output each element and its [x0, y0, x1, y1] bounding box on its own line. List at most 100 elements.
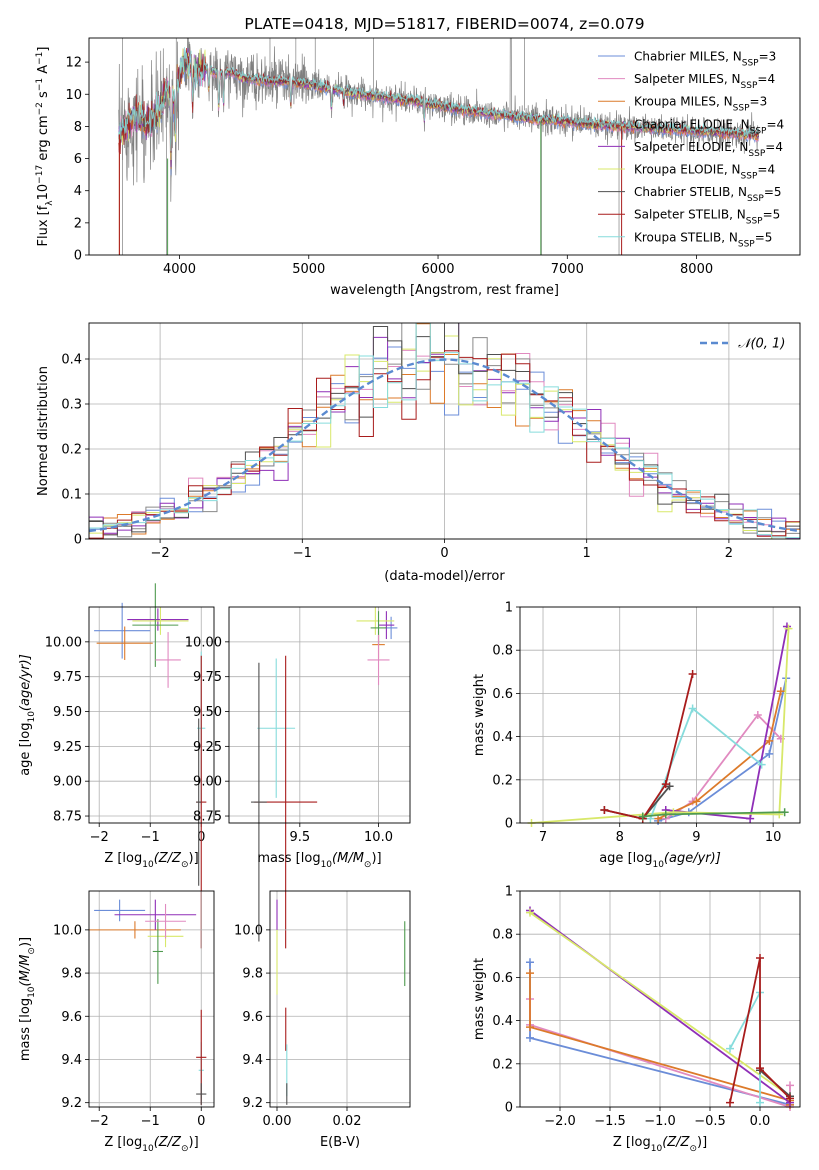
- x-axis-label: Z [log10(Z/Z⊙)]: [104, 1135, 198, 1154]
- axes-frame: [269, 890, 411, 1108]
- axes-age_vs_mass: 9.5 10.0 8.75 9.00 9.25 9.50 9.75 10.00 mass [lo…: [185, 606, 411, 949]
- label-fragment: 10: [27, 986, 37, 998]
- axes-mass_vs_EBV: 0.00 0.02 9.2 9.4 9.6 9.8 10.0 E(B-V): [234, 890, 411, 1150]
- legend-label: Salpeter MILES, NSSP=4: [634, 72, 775, 91]
- weight-marker: [526, 1033, 534, 1042]
- y-tick-label: 9.50: [193, 705, 222, 720]
- weight-marker: [756, 1098, 764, 1107]
- x-tick-label: −1.5: [594, 1114, 626, 1129]
- y-tick-label: 9.4: [61, 1053, 82, 1068]
- x-tick-label: 9: [692, 830, 700, 845]
- x-tick-label: 2: [725, 546, 733, 561]
- label-fragment: s: [36, 91, 51, 102]
- y-tick-label: 9.75: [53, 670, 82, 685]
- weight-marker: [746, 814, 755, 823]
- y-tick-label: 9.2: [61, 1096, 82, 1111]
- label-fragment: (Z/Z: [154, 851, 182, 866]
- label-fragment: SSP: [741, 81, 758, 91]
- label-fragment: SSP: [742, 59, 759, 69]
- x-tick-label: 1: [583, 546, 591, 561]
- x-axis-label: Z [log10(Z/Z⊙)]: [104, 851, 198, 870]
- y-axis-label: Normed distribution: [36, 366, 51, 496]
- legend-label: Kroupa STELIB, NSSP=5: [634, 230, 772, 249]
- x-tick-label: 10: [765, 830, 782, 845]
- label-fragment: Kroupa MILES, N: [634, 95, 733, 109]
- x-axis-label: (data-model)/error: [384, 569, 505, 584]
- label-fragment: Z [log: [104, 851, 142, 866]
- axes-spectrum: 4000 5000 6000 7000 8000 0 2 4 6 8 10 12 PLATE=0418,…: [35, 15, 801, 298]
- label-fragment: 10: [651, 1144, 663, 1154]
- histogram-step-line: [89, 323, 800, 539]
- label-fragment: =5: [764, 185, 782, 199]
- label-fragment: −17: [35, 165, 45, 184]
- axes-frame: [88, 37, 801, 256]
- label-fragment: (age/yr)]: [664, 851, 721, 866]
- weight-series-line: [657, 690, 782, 820]
- label-fragment: )]: [18, 937, 33, 947]
- y-tick-label: 9.8: [61, 967, 82, 982]
- label-fragment: SSP: [733, 104, 750, 114]
- weight-marker: [526, 908, 534, 917]
- y-tick-label: 10.00: [45, 635, 82, 650]
- weight-marker: [786, 1081, 794, 1090]
- weight-marker: [692, 797, 701, 806]
- weight-marker: [526, 958, 534, 967]
- weight-series-line: [529, 911, 791, 1097]
- y-tick-label: 9.25: [193, 740, 222, 755]
- weight-marker: [600, 806, 609, 815]
- x-tick-label: 10.0: [364, 830, 393, 845]
- x-tick-label: 8: [616, 830, 624, 845]
- label-fragment: SSP: [750, 126, 767, 136]
- y-axis-label: Flux [fλ10−17 erg cm−2 s−1 A−1]: [35, 47, 55, 247]
- label-fragment: 10: [27, 711, 37, 723]
- y-tick-label: 10: [65, 88, 82, 103]
- x-tick-label: 4000: [163, 262, 196, 277]
- label-fragment: 10: [321, 860, 333, 870]
- label-fragment: Kroupa ELODIE, N: [634, 163, 741, 177]
- y-axis-label: mass weight: [472, 674, 487, 756]
- label-fragment: ⊙: [689, 1144, 697, 1154]
- x-tick-label: −2: [151, 546, 170, 561]
- weight-marker: [786, 1094, 794, 1103]
- x-tick-label: −0.5: [694, 1114, 726, 1129]
- label-fragment: A: [36, 65, 51, 78]
- y-tick-label: 0.8: [492, 644, 513, 659]
- y-tick-label: 9.6: [242, 1010, 263, 1025]
- axes-weight_vs_Z: −2.0 −1.5 −1.0 −0.5 0.0 0 0.2 0.4 0.6 0.8 1 Z [log1…: [472, 885, 801, 1154]
- y-tick-label: 10.0: [53, 923, 82, 938]
- y-tick-label: 0.4: [492, 1014, 513, 1029]
- y-tick-label: 0: [74, 533, 82, 548]
- label-fragment: SSP: [747, 194, 764, 204]
- label-fragment: 10: [142, 860, 154, 870]
- weight-marker: [726, 1044, 734, 1053]
- label-fragment: =3: [759, 50, 777, 64]
- weight-marker: [688, 704, 697, 713]
- weight-marker: [765, 736, 774, 745]
- data-spectrum-line: [118, 38, 759, 202]
- weight-marker: [753, 711, 762, 719]
- label-fragment: (M/M: [18, 955, 33, 987]
- axes-mass_vs_Z: −2 −1 09.29.49.69.810.0Z [log10(Z/Z⊙)]mass…: [18, 890, 215, 1154]
- model-spectrum-line: [118, 47, 759, 155]
- x-tick-label: −1: [141, 1114, 160, 1129]
- y-tick-label: 0: [74, 249, 82, 264]
- y-tick-label: 12: [65, 56, 82, 71]
- label-fragment: Flux [f: [36, 205, 51, 246]
- y-tick-label: 1: [505, 885, 513, 900]
- x-axis-label: wavelength [Angstrom, rest frame]: [330, 283, 559, 298]
- y-tick-label: 9.00: [53, 775, 82, 790]
- y-tick-label: 2: [74, 216, 82, 231]
- weight-marker: [784, 624, 793, 633]
- weight-marker: [757, 760, 766, 769]
- x-tick-label: 0: [440, 546, 448, 561]
- label-fragment: −2: [35, 102, 45, 115]
- chart-title: PLATE=0418, MJD=51817, FIBERID=0074, z=0…: [244, 15, 644, 33]
- label-fragment: age [log: [599, 851, 652, 866]
- axes-frame: [88, 606, 215, 824]
- y-tick-label: 0.6: [492, 687, 513, 702]
- axes-frame: [88, 322, 801, 540]
- label-fragment: =3: [750, 95, 768, 109]
- label-fragment: −1: [35, 78, 45, 91]
